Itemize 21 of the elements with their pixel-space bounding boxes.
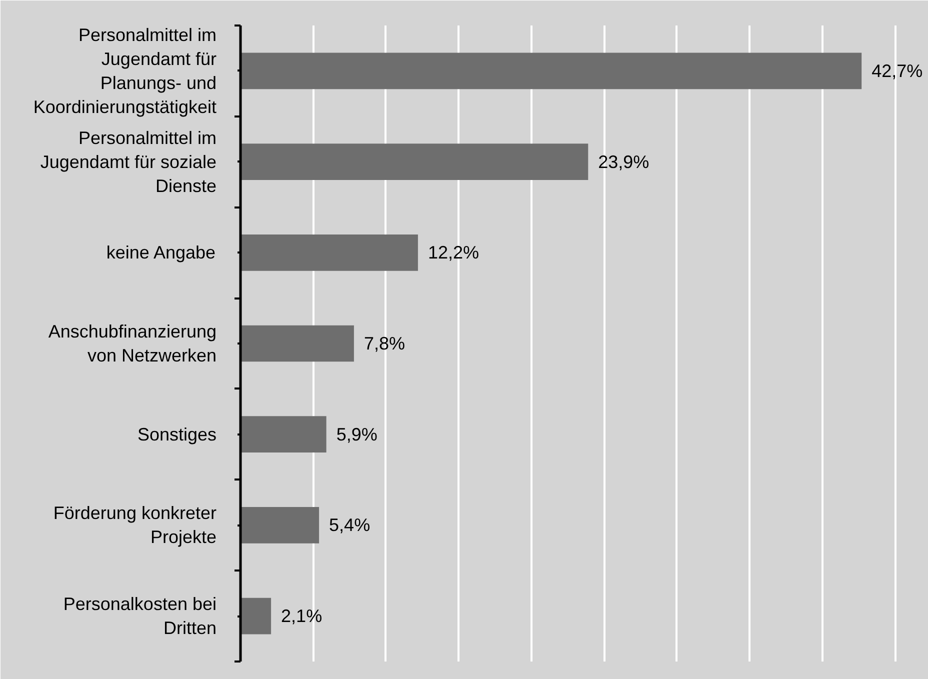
bar: [240, 144, 588, 180]
y-tick-label: Personalmittel im Jugendamt für soziale Dienste: [40, 128, 217, 196]
y-tick-label: Personalmittel im Jugendamt für Planungs- und Koordinierungstätigkeit: [33, 24, 217, 117]
bar: [240, 325, 354, 362]
bar: [240, 234, 418, 271]
bar: [240, 507, 320, 544]
y-tick-label: keine Angabe: [106, 242, 216, 263]
bar: [240, 598, 272, 634]
data-label: 2,1%: [281, 606, 322, 626]
data-label: 7,8%: [364, 334, 405, 354]
y-tick-label: Sonstiges: [137, 424, 217, 444]
data-label: 23,9%: [598, 152, 650, 172]
data-label: 42,7%: [872, 60, 923, 81]
y-tick-label: Förderung konkreter Projekte: [53, 503, 217, 548]
data-label: 5,4%: [329, 515, 370, 536]
data-label: 5,9%: [336, 424, 378, 444]
y-tick-label: Personalkosten bei Dritten: [63, 594, 217, 638]
bar: [240, 416, 326, 453]
y-tick-label: Anschubfinanzierung von Netzwerken: [48, 322, 217, 366]
bar: [240, 52, 862, 90]
data-label: 12,2%: [428, 242, 479, 263]
